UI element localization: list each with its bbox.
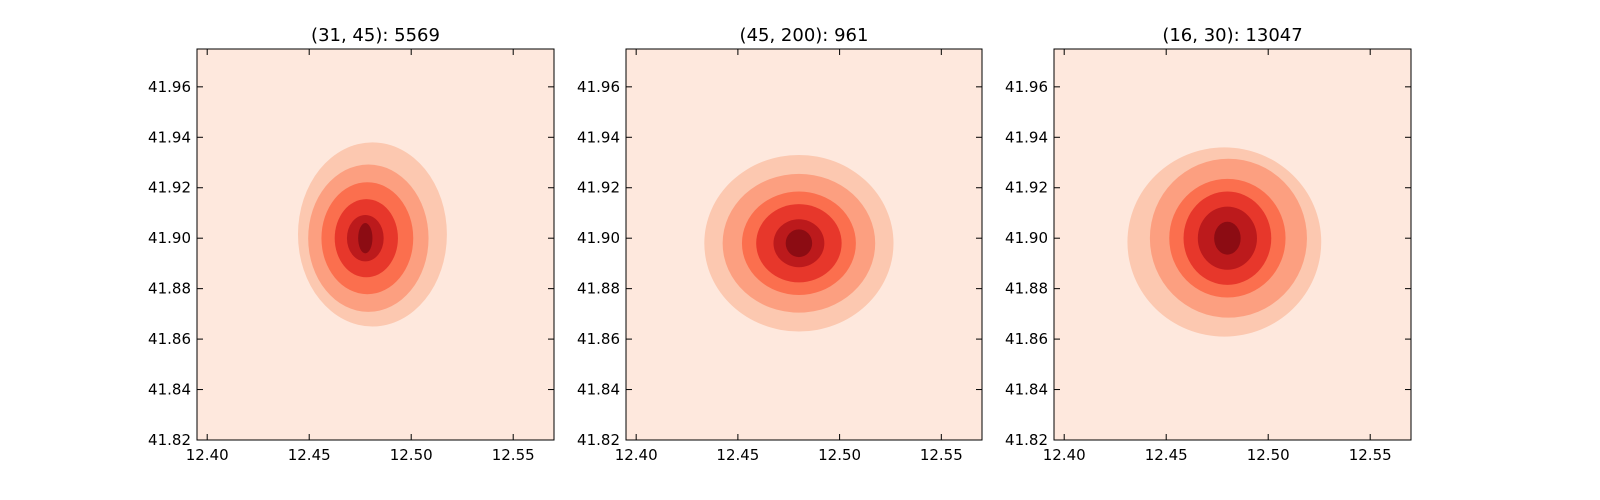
y-tick-label: 41.90 — [577, 229, 620, 247]
panel-2: (45, 200): 961 12.40 12.45 12.50 12.55 41.82 4… — [577, 25, 983, 464]
y-tick-label: 41.86 — [577, 330, 620, 348]
axes-frame — [1053, 48, 1412, 441]
panel-title: (31, 45): 5569 — [311, 25, 440, 46]
y-tick-label: 41.94 — [148, 128, 191, 146]
x-tick-label: 12.45 — [1145, 446, 1188, 464]
contour-group — [1127, 147, 1322, 337]
x-tick-label: 12.45 — [716, 446, 759, 464]
y-tick-label: 41.86 — [148, 330, 191, 348]
axes-frame — [625, 48, 983, 441]
y-tick-label: 41.84 — [148, 381, 191, 399]
x-tick-label: 12.45 — [288, 446, 331, 464]
contour-level-6 — [785, 229, 813, 258]
y-tick-label: 41.88 — [148, 280, 191, 298]
y-tick-label: 41.92 — [577, 179, 620, 197]
y-tick-label: 41.84 — [1005, 381, 1048, 399]
panel-title: (45, 200): 961 — [740, 25, 869, 46]
x-tick-label: 12.50 — [818, 446, 861, 464]
panel-3: (16, 30): 13047 12.40 12.45 12.50 12.55 41.82… — [1005, 25, 1412, 464]
y-tick-label: 41.88 — [577, 280, 620, 298]
y-tick-label: 41.96 — [577, 78, 620, 96]
contour-group — [297, 142, 447, 327]
y-tick-label: 41.82 — [1005, 431, 1048, 449]
y-tick-label: 41.96 — [1005, 78, 1048, 96]
x-tick-label: 12.40 — [1043, 446, 1086, 464]
y-tick-label: 41.84 — [577, 381, 620, 399]
y-tick-label: 41.94 — [1005, 128, 1048, 146]
x-tick-label: 12.55 — [920, 446, 963, 464]
x-tick-label: 12.50 — [390, 446, 433, 464]
contour-group — [704, 154, 894, 332]
y-tick-label: 41.94 — [577, 128, 620, 146]
x-tick-label: 12.40 — [186, 446, 229, 464]
axes-frame — [196, 48, 555, 441]
y-tick-label: 41.92 — [1005, 179, 1048, 197]
y-tick-label: 41.92 — [148, 179, 191, 197]
y-tick-label: 41.82 — [148, 431, 191, 449]
x-tick-label: 12.55 — [1349, 446, 1392, 464]
panel-title: (16, 30): 13047 — [1162, 25, 1302, 46]
y-tick-label: 41.96 — [148, 78, 191, 96]
x-tick-label: 12.40 — [615, 446, 658, 464]
x-tick-label: 12.50 — [1247, 446, 1290, 464]
y-tick-label: 41.88 — [1005, 280, 1048, 298]
x-tick-label: 12.55 — [492, 446, 535, 464]
contour-level-6 — [358, 223, 373, 254]
y-tick-label: 41.90 — [1005, 229, 1048, 247]
y-tick-label: 41.82 — [577, 431, 620, 449]
y-tick-label: 41.90 — [148, 229, 191, 247]
panel-1: (31, 45): 5569 12.40 12.45 12.50 12.55 41.82 4… — [148, 25, 555, 464]
contour-level-6 — [1214, 221, 1241, 255]
y-tick-label: 41.86 — [1005, 330, 1048, 348]
